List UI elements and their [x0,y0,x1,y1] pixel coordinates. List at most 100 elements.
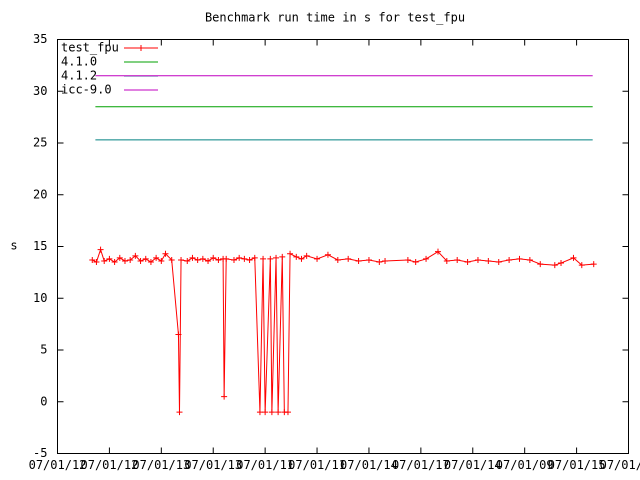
point-marker [147,259,154,266]
point-marker [153,254,160,261]
point-marker [267,255,274,262]
point-marker [194,256,201,263]
legend-label: icc-9.0 [61,83,112,97]
point-marker [111,259,118,266]
point-marker [176,409,183,416]
point-marker [178,256,185,263]
point-marker [162,250,169,257]
point-marker [376,259,383,266]
y-tick-label: 15 [33,239,47,253]
point-marker [382,257,389,264]
point-marker [334,256,341,263]
point-marker [558,260,565,267]
point-marker [551,262,558,269]
series-line [92,247,594,413]
point-marker [256,409,263,416]
point-marker [175,331,182,338]
point-marker [404,256,411,263]
x-tick-label: 07/01/15 [548,458,606,472]
y-tick-label: 30 [33,84,47,98]
point-marker [189,254,196,261]
x-tick-label: 07/01/12 [81,458,139,472]
point-marker [268,409,275,416]
legend-marker [138,45,144,51]
x-tick-label: 07/01/13 [132,458,190,472]
y-tick-label: 5 [40,343,47,357]
point-marker [516,255,523,262]
point-marker [127,256,134,263]
point-marker [89,256,96,263]
point-marker [223,255,230,262]
point-marker [241,255,248,262]
point-marker [526,256,533,263]
y-tick-label: -5 [33,446,47,460]
point-marker [101,257,108,264]
point-marker [168,256,175,263]
x-tick-label: 07/01/14 [340,458,398,472]
point-marker [287,250,294,257]
point-marker [275,409,282,416]
point-marker [434,248,441,255]
point-marker [365,256,372,263]
point-marker [314,255,321,262]
point-marker [355,257,362,264]
point-marker [230,256,237,263]
x-tick-label: 07/01/12 [29,458,87,472]
point-marker [158,257,165,264]
y-tick-label: 25 [33,136,47,150]
y-tick-label: 0 [40,394,47,408]
y-tick-label: 10 [33,291,47,305]
point-marker [570,254,577,261]
legend-label: 4.1.2 [61,69,97,83]
point-marker [298,255,305,262]
point-marker [495,259,502,266]
point-marker [423,255,430,262]
x-tick-label: 07/01/11 [236,458,294,472]
x-tick-label: 07/01/11 [288,458,346,472]
point-marker [137,257,144,264]
point-marker [251,254,258,261]
chart-title: Benchmark run time in s for test_fpu [205,11,465,25]
point-marker [132,252,139,259]
point-marker [279,253,286,260]
point-marker [262,409,269,416]
y-axis-label: s [10,239,17,253]
point-marker [273,254,280,261]
point-marker [116,254,123,261]
point-marker [578,262,585,269]
point-marker [454,256,461,263]
point-marker [506,256,513,263]
point-marker [303,252,310,259]
point-marker [184,257,191,264]
x-tick-label: 07/01/15 [600,458,640,472]
x-tick-label: 07/01/14 [444,458,502,472]
point-marker [142,255,149,262]
point-marker [121,257,128,264]
point-marker [246,256,253,263]
plot-frame [57,39,629,454]
point-marker [199,255,206,262]
point-marker [284,409,291,416]
point-marker [537,261,544,268]
point-marker [590,261,597,268]
point-marker [106,255,113,262]
x-tick-label: 07/01/13 [184,458,242,472]
point-marker [443,257,450,264]
point-marker [345,255,352,262]
point-marker [236,254,243,261]
point-marker [221,393,228,400]
point-marker [485,257,492,264]
point-marker [205,257,212,264]
point-marker [215,256,222,263]
point-marker [97,246,104,253]
y-tick-label: 35 [33,32,47,46]
legend-label: test_fpu [61,41,119,55]
point-marker [324,251,331,258]
legend-label: 4.1.0 [61,55,97,69]
y-tick-label: 20 [33,187,47,201]
x-tick-label: 07/01/09 [496,458,554,472]
point-marker [474,256,481,263]
point-marker [464,259,471,266]
point-marker [293,253,300,260]
